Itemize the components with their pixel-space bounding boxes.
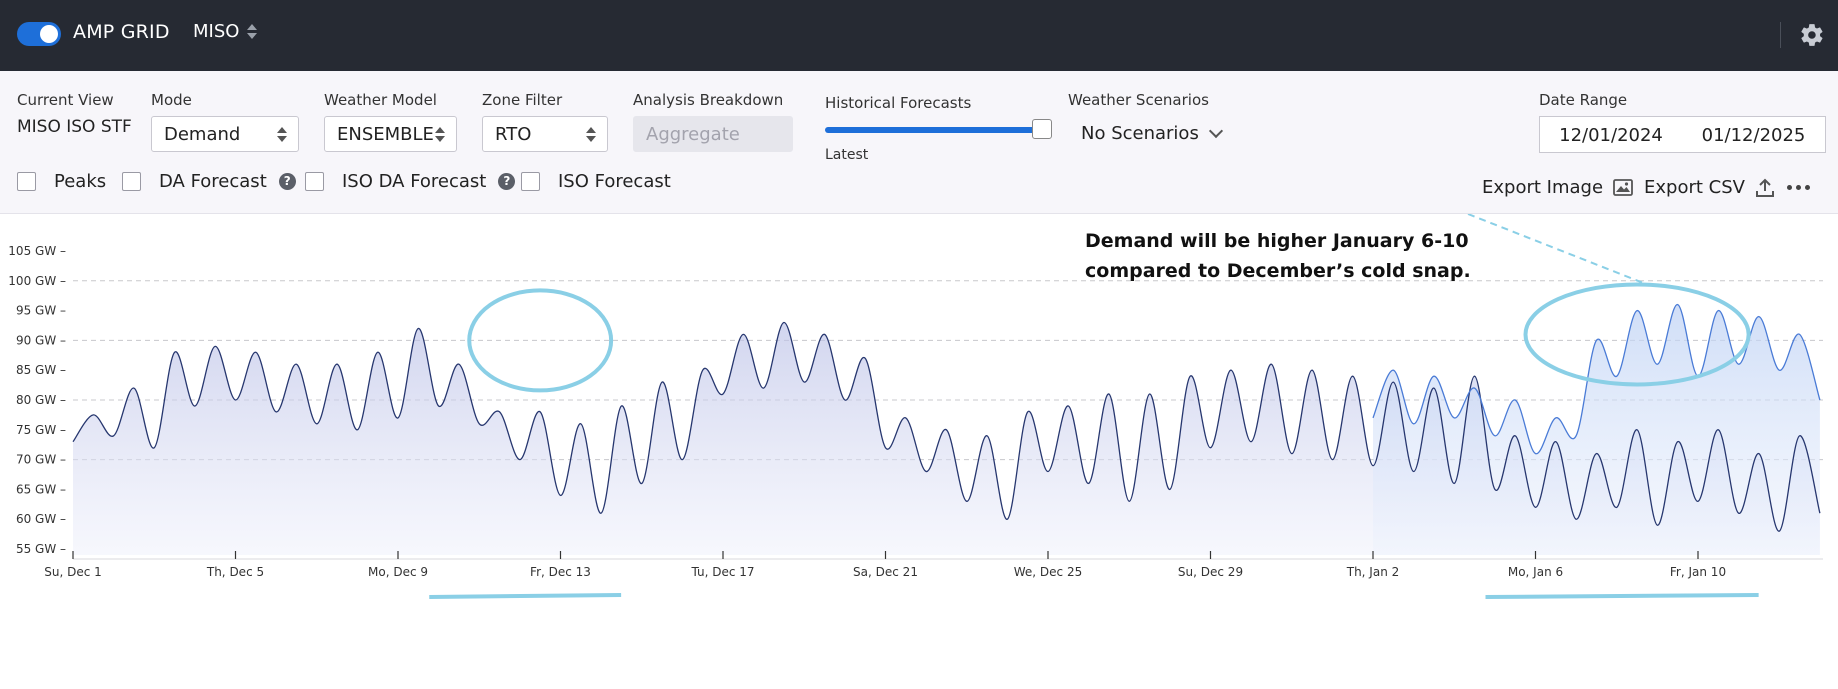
historical-forecasts-slider-handle[interactable] [1032,119,1052,139]
forecast-area [1373,304,1820,555]
amp-grid-toggle[interactable] [17,22,61,46]
weather-scenarios-value: No Scenarios [1081,123,1199,144]
x-tick-label: Mo, Jan 6 [1508,565,1563,579]
date-start-input[interactable]: 12/01/2024 [1539,116,1683,153]
demand-chart: 55 GW – 60 GW – 65 GW – 70 GW – 75 GW – 80 GW… [8,214,1823,599]
historical-forecasts-value: Latest [825,147,869,163]
actual-series-line [72,321,1821,532]
gear-icon[interactable] [1799,22,1825,48]
y-tick-label: 65 GW – [16,482,66,496]
date-range-label: Date Range [1539,91,1628,109]
iso-selector[interactable]: MISO [193,21,258,42]
iso-da-forecast-checkbox[interactable]: ISO DA Forecast ? [305,171,516,192]
zone-filter-label: Zone Filter [482,91,563,109]
x-tick-label: Th, Dec 5 [206,565,264,579]
analysis-breakdown-select: Aggregate [633,116,793,152]
y-tick-label: 75 GW – [16,423,66,437]
analysis-breakdown-label: Analysis Breakdown [633,91,784,109]
iso-selector-value: MISO [193,21,240,42]
analysis-breakdown-value: Aggregate [646,124,740,145]
y-tick-label: 100 GW – [8,274,66,288]
zone-filter-select[interactable]: RTO [482,116,608,152]
y-tick-label: 95 GW – [16,304,66,318]
checkbox-box [521,172,540,191]
checkbox-box [17,172,36,191]
iso-da-forecast-checkbox-label: ISO DA Forecast [342,171,487,192]
y-tick-label: 60 GW – [16,512,66,526]
peaks-checkbox-label: Peaks [54,171,107,192]
annotation-pointer [1467,214,1648,286]
checkbox-box [122,172,141,191]
chevron-down-icon [1208,123,1223,139]
historical-forecasts-label: Historical Forecasts [825,94,972,112]
x-tick-label: Su, Dec 29 [1178,565,1243,579]
highlight-underline [1485,593,1759,599]
updown-arrows-icon [435,127,445,142]
top-divider [1780,22,1781,48]
iso-forecast-checkbox-label: ISO Forecast [558,171,671,192]
export-image-button[interactable]: Export Image [1482,177,1633,198]
iso-forecast-checkbox[interactable]: ISO Forecast [521,171,671,192]
highlight-ellipse [1523,282,1751,387]
help-icon[interactable]: ? [278,173,296,190]
highlight-ellipse [467,288,614,393]
chart-annotation: Demand will be higher January 6-10 compa… [1085,230,1471,282]
weather-model-label: Weather Model [324,91,437,109]
y-tick-label: 105 GW – [8,244,66,258]
weather-model-select[interactable]: ENSEMBLE [324,116,457,152]
export-csv-button[interactable]: Export CSV [1644,177,1775,198]
y-tick-label: 70 GW – [16,453,66,467]
top-bar: AMP GRID MISO [0,0,1838,71]
peaks-checkbox[interactable]: Peaks [17,171,106,192]
help-icon[interactable]: ? [498,173,516,190]
historical-forecasts-slider[interactable] [825,127,1043,133]
y-tick-label: 85 GW – [16,363,66,377]
updown-arrows-icon [586,127,596,142]
updown-arrows-icon [277,127,287,142]
x-tick-label: Fr, Dec 13 [530,565,591,579]
x-tick-label: We, Dec 25 [1014,565,1082,579]
x-tick-label: Fr, Jan 10 [1670,565,1726,579]
forecast-series-line [1372,303,1821,455]
app-name: AMP GRID [73,21,170,43]
more-options-icon[interactable] [1787,185,1810,190]
mode-select-value: Demand [164,124,241,145]
zone-filter-select-value: RTO [495,124,532,145]
checkbox-box [305,172,324,191]
x-tick-label: Mo, Dec 9 [368,565,428,579]
current-view-value: MISO ISO STF [17,117,132,137]
export-csv-label: Export CSV [1644,177,1745,198]
y-tick-label: 55 GW – [16,542,66,556]
x-tick-label: Su, Dec 1 [44,565,102,579]
x-tick-label: Th, Jan 2 [1346,565,1400,579]
updown-arrows-icon [247,24,258,39]
image-icon [1613,179,1633,196]
current-view-label: Current View [17,91,114,109]
y-tick-label: 90 GW – [16,333,66,347]
weather-model-select-value: ENSEMBLE [337,124,434,145]
weather-scenarios-label: Weather Scenarios [1068,91,1209,109]
mode-label: Mode [151,91,192,109]
mode-select[interactable]: Demand [151,116,299,152]
y-tick-label: 80 GW – [16,393,66,407]
upload-icon [1755,178,1774,197]
controls-panel: Current View MISO ISO STF Mode Demand We… [0,71,1838,214]
da-forecast-checkbox-label: DA Forecast [159,171,267,192]
export-image-label: Export Image [1482,177,1604,198]
x-tick-label: Tu, Dec 17 [690,565,754,579]
toggle-knob [40,25,58,43]
highlight-underline [429,593,622,599]
date-end-input[interactable]: 01/12/2025 [1682,116,1826,153]
da-forecast-checkbox[interactable]: DA Forecast ? [122,171,296,192]
x-tick-label: Sa, Dec 21 [853,565,918,579]
weather-scenarios-dropdown[interactable]: No Scenarios [1081,123,1223,144]
